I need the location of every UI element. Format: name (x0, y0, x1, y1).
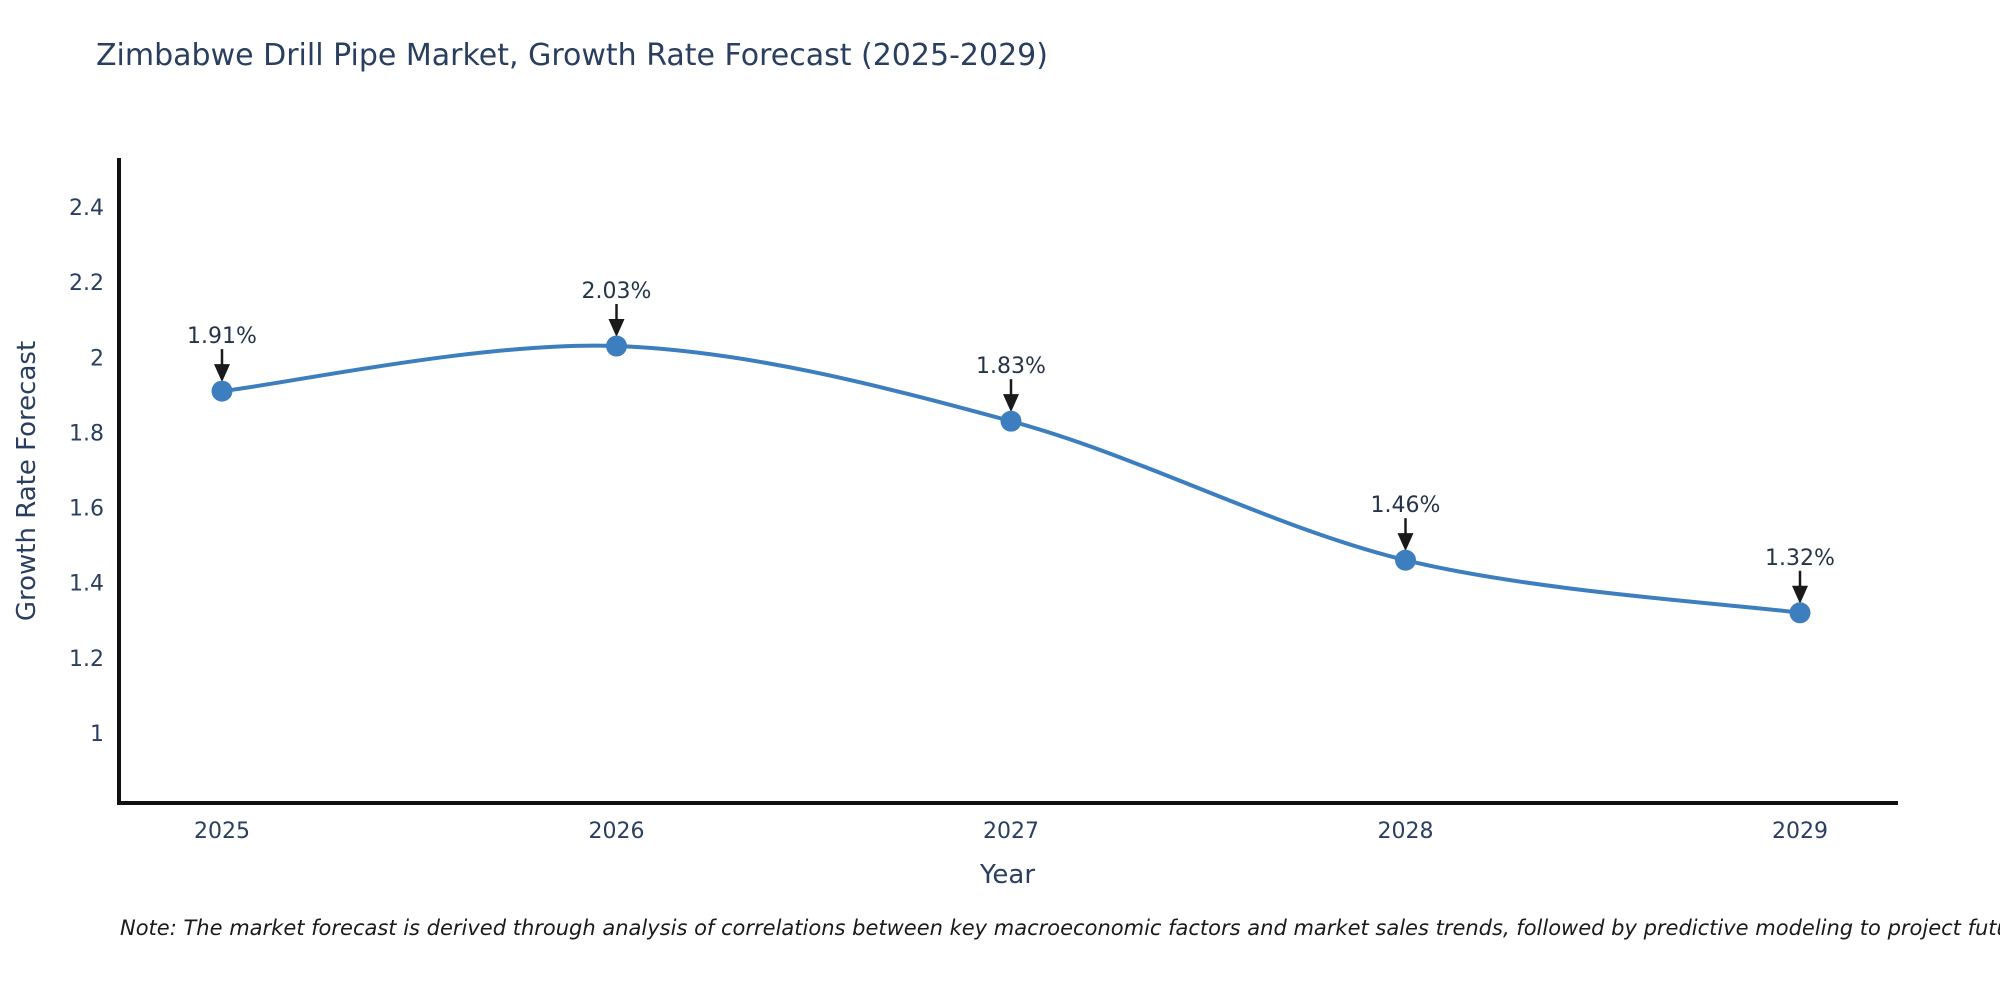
data-point-marker[interactable] (1395, 549, 1416, 571)
data-point-annotation: 1.83% (976, 354, 1046, 413)
y-tick-label: 2 (90, 346, 104, 371)
x-tick-label: 2029 (1772, 819, 1828, 844)
y-tick-label: 2.2 (69, 271, 104, 296)
x-tick-label: 2026 (589, 819, 645, 844)
data-point-annotation: 1.32% (1765, 546, 1835, 604)
data-point-marker[interactable] (211, 380, 233, 402)
data-point-label: 1.46% (1371, 493, 1441, 518)
annotation-arrowhead-icon (1792, 585, 1808, 604)
data-point-marker[interactable] (606, 335, 627, 357)
y-tick-label: 1.8 (69, 421, 104, 446)
data-point-label: 2.03% (582, 279, 652, 304)
annotation-arrowhead-icon (1003, 394, 1019, 413)
y-tick-label: 1.2 (69, 647, 104, 672)
data-point-label: 1.83% (976, 354, 1046, 379)
y-tick-label: 1.4 (69, 572, 104, 597)
data-point-label: 1.32% (1765, 546, 1835, 571)
x-axis-title: Year (979, 860, 1036, 890)
annotation-arrowhead-icon (1397, 533, 1414, 552)
y-tick-label: 1.6 (69, 497, 104, 522)
chart-title: Zimbabwe Drill Pipe Market, Growth Rate … (96, 38, 1048, 73)
y-tick-label: 2.4 (69, 196, 104, 221)
x-tick-label: 2027 (983, 819, 1039, 844)
data-point-annotation: 2.03% (582, 279, 652, 338)
data-point-label: 1.91% (187, 324, 257, 349)
data-point-marker[interactable] (1000, 410, 1022, 432)
x-tick-label: 2025 (194, 819, 250, 844)
annotation-arrowhead-icon (214, 364, 230, 383)
data-point-annotation: 1.91% (187, 324, 257, 383)
annotation-arrowhead-icon (608, 319, 625, 338)
x-tick-label: 2028 (1378, 819, 1434, 844)
y-tick-label: 1 (90, 722, 104, 747)
footnote: Note: The market forecast is derived thr… (120, 916, 2000, 940)
data-point-annotation: 1.46% (1371, 493, 1441, 552)
data-point-marker[interactable] (1789, 602, 1811, 624)
